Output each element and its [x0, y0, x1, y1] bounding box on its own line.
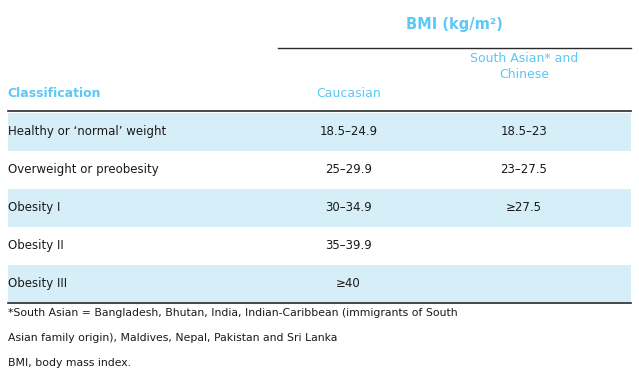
Text: Classification: Classification: [8, 87, 101, 100]
Bar: [8, 227, 631, 265]
Text: Asian family origin), Maldives, Nepal, Pakistan and Sri Lanka: Asian family origin), Maldives, Nepal, P…: [8, 333, 337, 343]
Text: 23–27.5: 23–27.5: [500, 163, 548, 176]
Text: 18.5–23: 18.5–23: [500, 125, 548, 138]
Text: ≥40: ≥40: [336, 277, 360, 290]
Bar: [8, 113, 631, 151]
Text: Caucasian: Caucasian: [316, 87, 381, 100]
Text: ≥27.5: ≥27.5: [506, 201, 542, 214]
Text: Obesity I: Obesity I: [8, 201, 60, 214]
Text: 30–34.9: 30–34.9: [325, 201, 372, 214]
Bar: [8, 151, 631, 189]
Text: Obesity II: Obesity II: [8, 239, 63, 252]
Bar: [8, 265, 631, 303]
Text: 35–39.9: 35–39.9: [325, 239, 372, 252]
Text: South Asian* and
Chinese: South Asian* and Chinese: [470, 52, 578, 81]
Text: Obesity III: Obesity III: [8, 277, 67, 290]
Text: 25–29.9: 25–29.9: [325, 163, 372, 176]
Text: Healthy or ‘normal’ weight: Healthy or ‘normal’ weight: [8, 125, 166, 138]
Text: *South Asian = Bangladesh, Bhutan, India, Indian-Caribbean (immigrants of South: *South Asian = Bangladesh, Bhutan, India…: [8, 308, 458, 318]
Text: Overweight or preobesity: Overweight or preobesity: [8, 163, 158, 176]
Bar: [8, 189, 631, 227]
Text: BMI (kg/m²): BMI (kg/m²): [406, 17, 503, 32]
Text: BMI, body mass index.: BMI, body mass index.: [8, 358, 130, 368]
Text: 18.5–24.9: 18.5–24.9: [320, 125, 377, 138]
